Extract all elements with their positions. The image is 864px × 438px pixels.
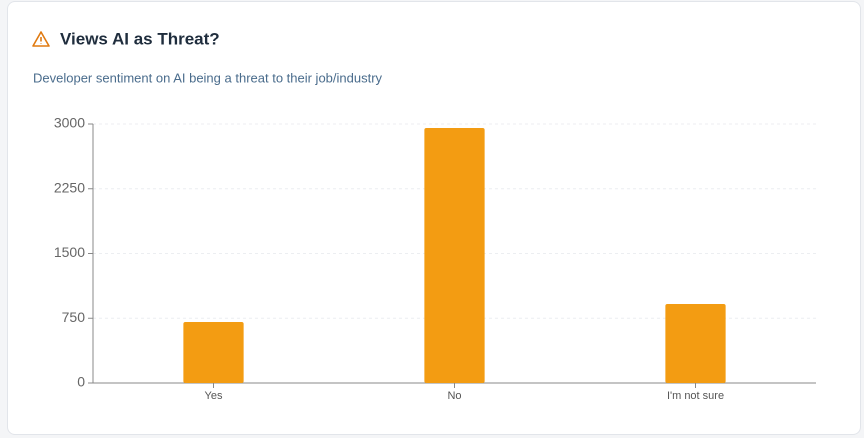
bar	[424, 128, 485, 383]
warning-icon	[32, 31, 50, 47]
bar	[183, 322, 244, 383]
x-tick-label: I'm not sure	[667, 390, 724, 402]
y-tick-label: 2250	[54, 179, 85, 195]
x-tick-label: Yes	[205, 390, 223, 402]
x-tick-label: No	[447, 390, 461, 402]
chart-subtitle: Developer sentiment on AI being a threat…	[33, 70, 383, 85]
y-tick-label: 750	[62, 309, 86, 325]
y-tick-label: 1500	[54, 244, 85, 260]
chart-title: Views AI as Threat?	[60, 29, 220, 48]
y-tick-label: 0	[77, 374, 85, 390]
bar	[665, 304, 726, 383]
y-tick-label: 3000	[54, 115, 85, 131]
